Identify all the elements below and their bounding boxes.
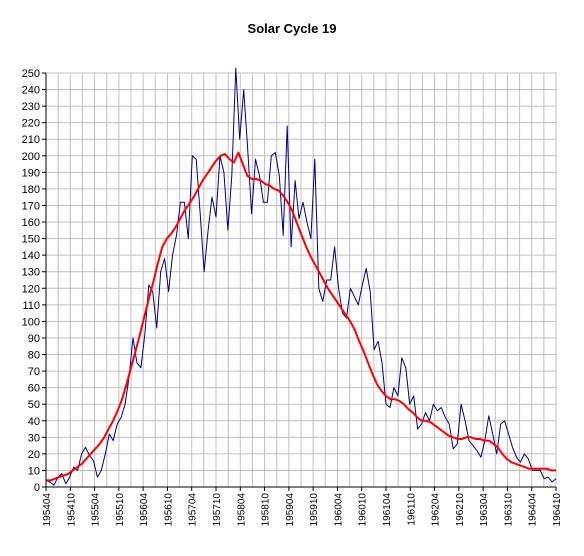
y-tick-label: 230 (22, 101, 40, 113)
y-tick-label: 90 (28, 333, 40, 345)
x-tick-label: 195404 (42, 493, 53, 527)
chart-title: Solar Cycle 19 (247, 21, 337, 36)
x-tick-label: 195704 (188, 493, 199, 527)
x-tick-label: 196210 (455, 493, 466, 527)
x-tick-label: 196110 (406, 493, 417, 526)
y-tick-label: 140 (22, 250, 40, 262)
x-tick-label: 195504 (91, 493, 102, 527)
y-axis-ticks: 0 10 20 30 40 50 60 70 80 90 100 110 120 130 140 150 160… (22, 68, 46, 494)
y-tick-label: 0 (34, 482, 40, 494)
x-tick-label: 196004 (333, 493, 344, 527)
x-tick-label: 196010 (358, 493, 369, 527)
x-tick-label: 196304 (479, 493, 490, 527)
y-tick-label: 210 (22, 134, 40, 146)
x-tick-label: 196410 (552, 493, 563, 527)
y-tick-label: 130 (22, 267, 40, 279)
x-tick-label: 195710 (212, 493, 223, 527)
x-tick-label: 195810 (261, 493, 272, 527)
y-tick-label: 120 (22, 283, 40, 295)
y-tick-label: 170 (22, 200, 40, 212)
y-tick-label: 70 (28, 366, 40, 378)
x-tick-label: 195904 (285, 493, 296, 527)
y-tick-label: 160 (22, 217, 40, 229)
y-tick-label: 30 (28, 432, 40, 444)
y-tick-label: 60 (28, 383, 40, 395)
x-tick-label: 195604 (139, 493, 150, 527)
x-tick-label: 196404 (528, 493, 539, 527)
x-tick-label: 195804 (236, 493, 247, 527)
y-tick-label: 200 (22, 151, 40, 163)
y-tick-label: 40 (28, 416, 40, 428)
y-tick-label: 50 (28, 399, 40, 411)
y-tick-label: 100 (22, 316, 40, 328)
x-tick-label: 196104 (382, 493, 393, 527)
x-tick-label: 195510 (115, 493, 126, 527)
y-tick-label: 250 (22, 68, 40, 80)
series-lines (45, 67, 557, 486)
y-tick-label: 110 (22, 300, 40, 312)
series-line-red (46, 151, 556, 482)
y-tick-label: 180 (22, 184, 40, 196)
series-line-blue (45, 67, 557, 486)
x-tick-label: 195910 (309, 493, 320, 527)
y-tick-label: 190 (22, 167, 40, 179)
x-tick-label: 196204 (431, 493, 442, 527)
y-tick-label: 20 (28, 449, 40, 461)
y-tick-label: 80 (28, 350, 40, 362)
x-tick-label: 195410 (66, 493, 77, 527)
y-tick-label: 10 (28, 465, 40, 477)
y-tick-label: 240 (22, 85, 40, 97)
y-tick-label: 220 (22, 118, 40, 130)
x-axis-ticks: 195404 195410 195504 195510 195604 195610 1957… (42, 487, 563, 526)
y-tick-label: 150 (22, 234, 40, 246)
x-tick-label: 196310 (503, 493, 514, 527)
gridlines (46, 72, 557, 487)
x-tick-label: 195610 (163, 493, 174, 527)
